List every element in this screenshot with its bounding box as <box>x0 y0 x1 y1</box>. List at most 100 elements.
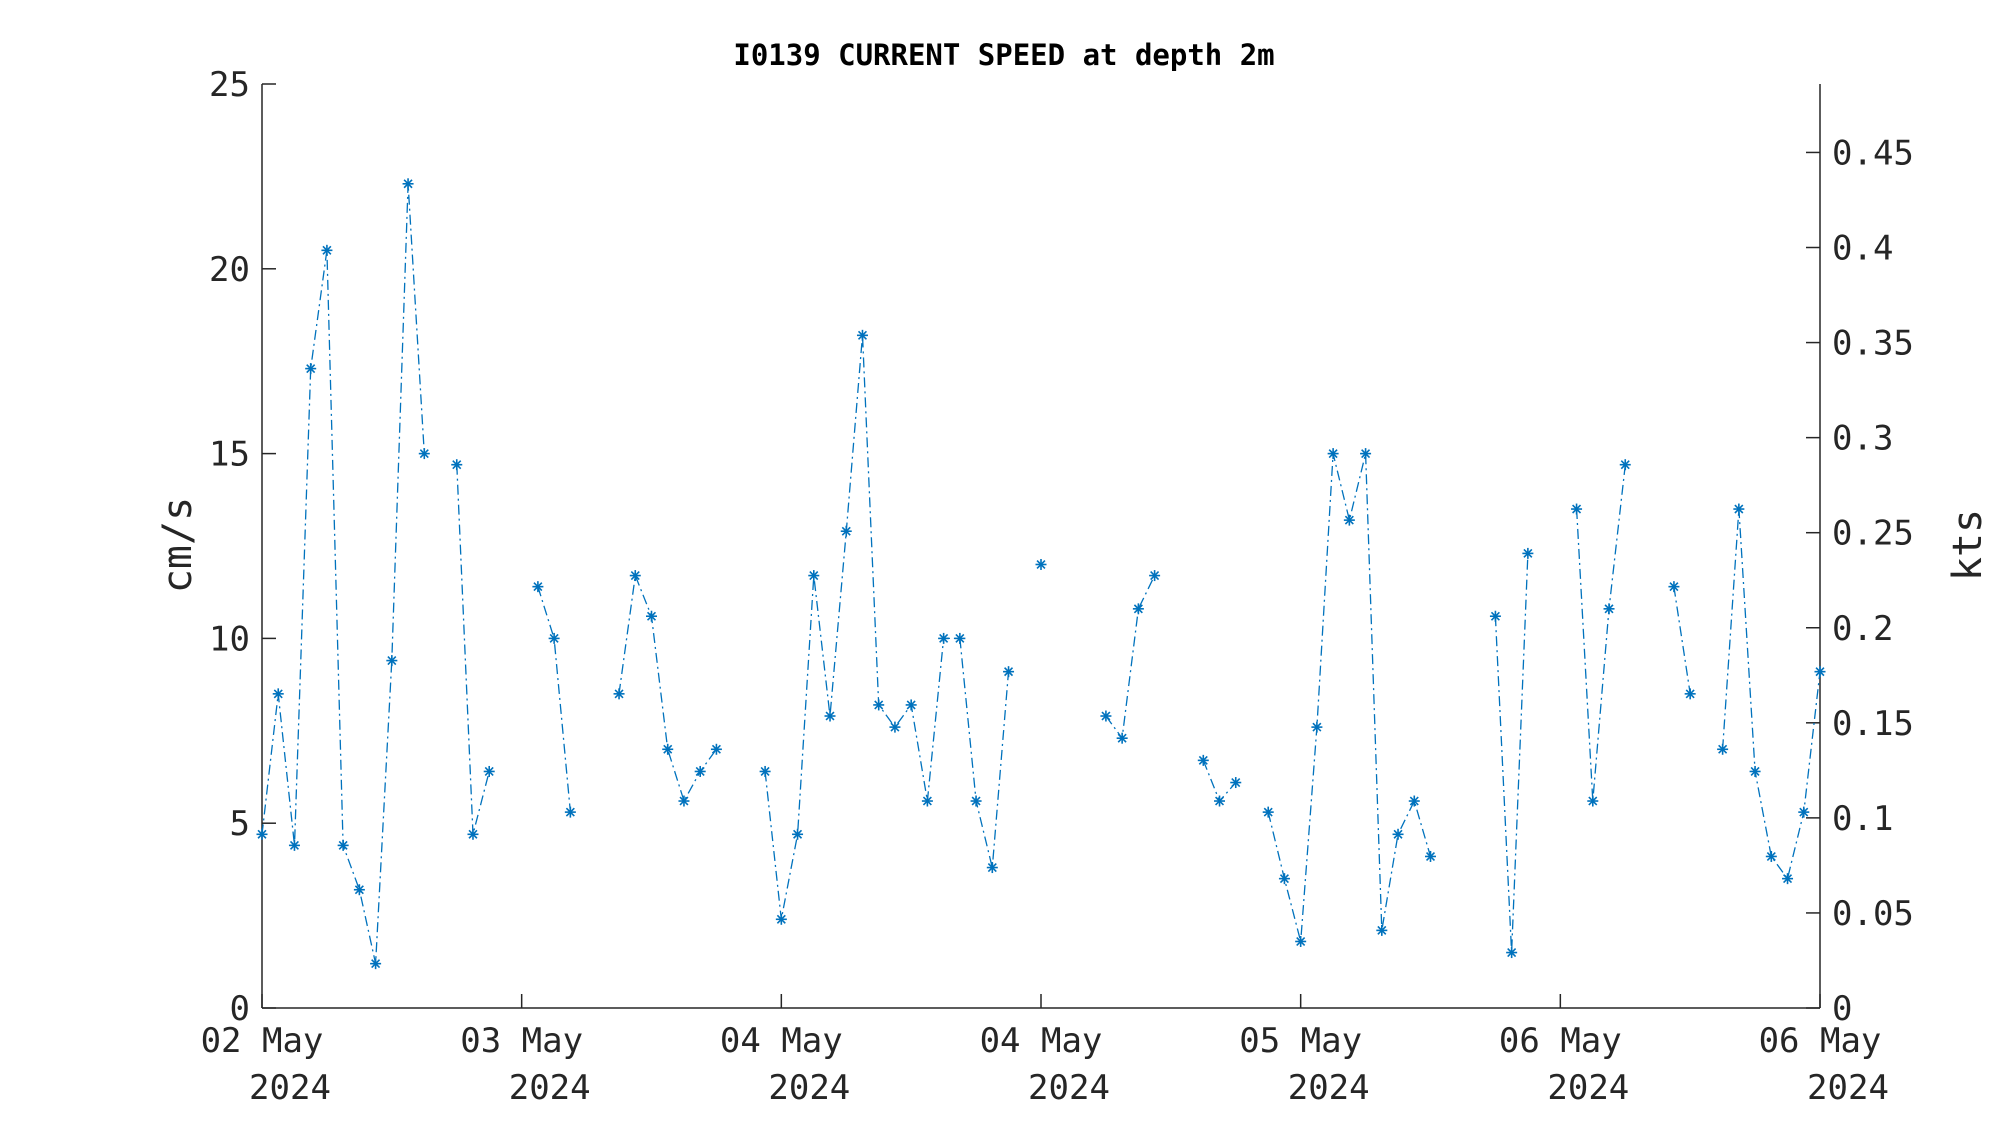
series-line-segment <box>1673 586 1691 694</box>
data-point-stroke <box>890 722 900 732</box>
data-point <box>1100 710 1112 722</box>
data-point <box>272 688 284 700</box>
data-point-stroke <box>1150 571 1160 581</box>
data-point <box>889 721 901 733</box>
axes <box>261 84 1821 1009</box>
data-point <box>1262 806 1274 818</box>
data-point <box>1571 503 1583 515</box>
x-tick-label-year: 2024 <box>1288 1068 1370 1108</box>
data-point <box>921 795 933 807</box>
data-point-stroke <box>1312 722 1322 732</box>
data-point <box>613 688 625 700</box>
data-point-stroke <box>371 959 381 969</box>
data-point-stroke <box>273 689 283 699</box>
data-point <box>370 958 382 970</box>
data-point <box>467 828 479 840</box>
data-point <box>1003 666 1015 678</box>
x-tick-label-year: 2024 <box>1807 1068 1889 1108</box>
data-point <box>646 610 657 622</box>
data-point-stroke <box>1588 796 1598 806</box>
data-point <box>662 743 674 755</box>
y-tick-label: 10 <box>209 619 250 659</box>
data-point-stroke <box>1718 744 1728 754</box>
data-point <box>856 329 868 341</box>
right-y-tick-label: 0.35 <box>1832 324 1914 364</box>
data-point <box>678 795 690 807</box>
right-y-tick-label: 0.2 <box>1832 609 1893 649</box>
right-y-ticks: 0 0.05 0.1 0.15 0.2 0.25 0.3 0.35 0.4 0.45 <box>1806 133 1914 1029</box>
data-point <box>905 699 917 711</box>
data-point <box>1116 732 1128 744</box>
data-point <box>1749 765 1761 777</box>
data-point <box>938 632 950 644</box>
y-tick-label: 20 <box>209 250 250 290</box>
data-point-stroke <box>825 711 835 721</box>
data-point <box>386 655 398 667</box>
right-y-tick-label: 0.3 <box>1832 419 1893 459</box>
data-point <box>256 828 268 840</box>
x-tick-label-date: 05 May <box>1239 1021 1362 1061</box>
data-point <box>1489 610 1501 622</box>
x-tick-label-year: 2024 <box>509 1068 591 1108</box>
x-tick-label-date: 06 May <box>1759 1021 1882 1061</box>
data-point-stroke <box>1604 604 1614 614</box>
y-tick-label: 25 <box>209 65 250 105</box>
data-point-stroke <box>419 449 429 459</box>
data-point-stroke <box>1425 851 1436 861</box>
data-point-stroke <box>1507 948 1517 958</box>
data-point <box>564 806 576 818</box>
data-point-stroke <box>1572 504 1582 514</box>
data-point <box>1392 828 1404 840</box>
data-point-stroke <box>565 807 575 817</box>
x-ticks: 02 May 2024 03 May 2024 04 May 2024 04 May 2024… <box>201 994 1889 1108</box>
data-point-stroke <box>939 633 949 643</box>
data-point-stroke <box>484 766 494 776</box>
data-point-stroke <box>1734 504 1744 514</box>
data-point-stroke <box>1799 807 1809 817</box>
x-tick-label-year: 2024 <box>768 1068 850 1108</box>
data-point-stroke <box>1377 925 1387 935</box>
data-point-stroke <box>776 914 786 924</box>
data-point-stroke <box>1523 548 1533 558</box>
data-point <box>1733 503 1745 515</box>
data-point-stroke <box>906 700 916 710</box>
x-tick-label-year: 2024 <box>1547 1068 1629 1108</box>
data-point-stroke <box>1490 611 1500 621</box>
right-y-tick-label: 0.45 <box>1832 133 1914 173</box>
data-point <box>337 839 349 851</box>
series-line-segment <box>1267 453 1432 942</box>
chart-title: I0139 CURRENT SPEED at depth 2m <box>733 38 1274 72</box>
data-point-stroke <box>1783 874 1793 884</box>
series-line-segment <box>1202 760 1237 803</box>
data-point-stroke <box>1036 559 1046 570</box>
data-point <box>548 632 560 644</box>
data-point <box>418 448 430 460</box>
series-markers <box>256 178 1826 970</box>
data-point-stroke <box>354 885 364 895</box>
data-point-stroke <box>760 766 770 776</box>
data-point-stroke <box>1214 796 1225 806</box>
right-y-tick-label: 0.15 <box>1832 704 1914 744</box>
x-tick-label-date: 02 May <box>201 1021 324 1061</box>
right-y-tick-label: 0.1 <box>1832 799 1893 839</box>
data-point-stroke <box>1198 755 1208 765</box>
data-point <box>1603 603 1615 615</box>
data-point <box>1214 795 1226 807</box>
data-point-stroke <box>1620 460 1630 470</box>
y-axis-label-left: cm/s <box>155 497 201 593</box>
right-y-tick-label: 0.25 <box>1832 514 1914 554</box>
y-axis-label-right: kts <box>1945 509 1991 581</box>
data-point <box>1506 947 1518 959</box>
data-point-stroke <box>679 796 689 806</box>
y-tick-label: 15 <box>209 435 250 475</box>
data-point <box>1197 754 1209 766</box>
data-point <box>1278 873 1290 885</box>
data-point <box>1798 806 1810 818</box>
right-y-tick-label: 0 <box>1832 989 1852 1029</box>
data-point-stroke <box>711 744 721 754</box>
data-point <box>1343 514 1355 526</box>
series-lines <box>261 183 1821 964</box>
data-point-stroke <box>1117 733 1127 743</box>
series-line-segment <box>764 335 1010 920</box>
